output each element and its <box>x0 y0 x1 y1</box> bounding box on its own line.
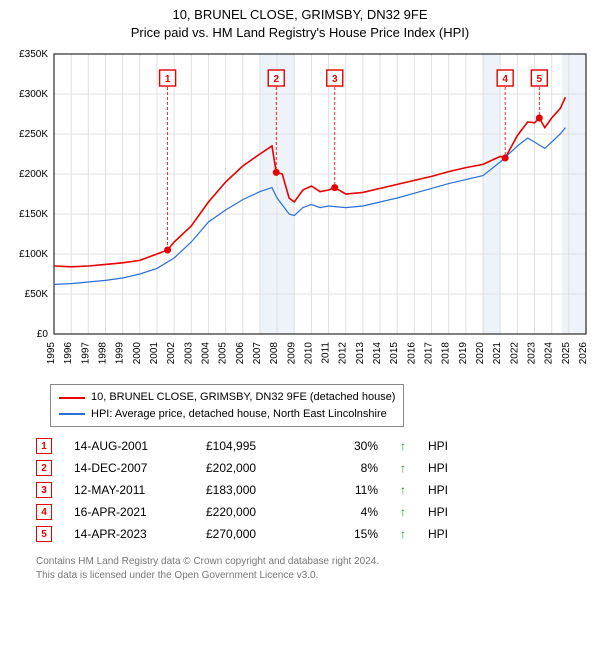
transaction-pct: 15% <box>308 527 378 541</box>
transaction-vs-label: HPI <box>428 483 468 497</box>
svg-text:£350K: £350K <box>19 49 48 60</box>
svg-text:2026: 2026 <box>578 342 589 365</box>
transaction-pct: 8% <box>308 461 378 475</box>
svg-text:2021: 2021 <box>492 342 503 365</box>
transaction-date: 12-MAY-2011 <box>74 483 184 497</box>
transaction-row: 4 16-APR-2021 £220,000 4% ↑ HPI <box>36 501 594 523</box>
svg-text:£200K: £200K <box>19 169 48 180</box>
svg-text:2017: 2017 <box>424 342 435 365</box>
svg-text:2004: 2004 <box>200 342 211 365</box>
svg-text:2012: 2012 <box>338 342 349 365</box>
transaction-pct: 4% <box>308 505 378 519</box>
transaction-date: 16-APR-2021 <box>74 505 184 519</box>
legend-swatch <box>59 397 85 399</box>
svg-text:1998: 1998 <box>97 342 108 365</box>
transaction-price: £202,000 <box>206 461 286 475</box>
transaction-vs-label: HPI <box>428 439 468 453</box>
footer-line-1: Contains HM Land Registry data © Crown c… <box>36 555 594 569</box>
arrow-up-icon: ↑ <box>400 483 406 497</box>
transactions-table: 1 14-AUG-2001 £104,995 30% ↑ HPI 2 14-DEC-2007 £… <box>36 435 594 545</box>
title-address: 10, BRUNEL CLOSE, GRIMSBY, DN32 9FE <box>6 6 594 24</box>
title-subtitle: Price paid vs. HM Land Registry's House … <box>6 24 594 42</box>
svg-text:2008: 2008 <box>269 342 280 365</box>
svg-text:£300K: £300K <box>19 89 48 100</box>
svg-text:2023: 2023 <box>527 342 538 365</box>
svg-text:2019: 2019 <box>458 342 469 365</box>
svg-text:2016: 2016 <box>406 342 417 365</box>
transaction-price: £183,000 <box>206 483 286 497</box>
svg-text:2002: 2002 <box>166 342 177 365</box>
svg-text:2022: 2022 <box>509 342 520 365</box>
svg-text:2001: 2001 <box>149 342 160 365</box>
svg-text:2011: 2011 <box>321 342 332 364</box>
svg-text:2007: 2007 <box>252 342 263 365</box>
arrow-up-icon: ↑ <box>400 527 406 541</box>
svg-text:2005: 2005 <box>218 342 229 365</box>
svg-text:£0: £0 <box>37 329 49 340</box>
svg-text:2003: 2003 <box>183 342 194 365</box>
transaction-price: £104,995 <box>206 439 286 453</box>
svg-text:1: 1 <box>165 74 171 85</box>
legend-item: 10, BRUNEL CLOSE, GRIMSBY, DN32 9FE (det… <box>59 389 395 406</box>
svg-text:5: 5 <box>537 74 543 85</box>
svg-text:2006: 2006 <box>235 342 246 365</box>
transaction-price: £220,000 <box>206 505 286 519</box>
transaction-row: 1 14-AUG-2001 £104,995 30% ↑ HPI <box>36 435 594 457</box>
svg-text:2000: 2000 <box>132 342 143 365</box>
transaction-marker: 4 <box>36 504 52 520</box>
svg-text:£150K: £150K <box>19 209 48 220</box>
svg-text:2010: 2010 <box>303 342 314 365</box>
footer-line-2: This data is licensed under the Open Gov… <box>36 569 594 583</box>
transaction-vs-label: HPI <box>428 505 468 519</box>
svg-text:4: 4 <box>502 74 508 85</box>
svg-text:2025: 2025 <box>561 342 572 365</box>
transaction-pct: 30% <box>308 439 378 453</box>
svg-text:2024: 2024 <box>544 342 555 365</box>
transaction-marker: 3 <box>36 482 52 498</box>
transaction-vs-label: HPI <box>428 527 468 541</box>
transaction-vs-label: HPI <box>428 461 468 475</box>
legend-swatch <box>59 413 85 415</box>
chart-title-block: 10, BRUNEL CLOSE, GRIMSBY, DN32 9FE Pric… <box>6 6 594 42</box>
arrow-up-icon: ↑ <box>400 461 406 475</box>
chart-container: £0 £50K £100K £150K £200K £250K £300K £350K 1995… <box>6 48 594 378</box>
transaction-marker: 5 <box>36 526 52 542</box>
svg-text:2013: 2013 <box>355 342 366 365</box>
price-chart: £0 £50K £100K £150K £200K £250K £300K £350K 1995… <box>6 48 594 378</box>
svg-text:1997: 1997 <box>80 342 91 365</box>
transaction-row: 3 12-MAY-2011 £183,000 11% ↑ HPI <box>36 479 594 501</box>
transaction-row: 2 14-DEC-2007 £202,000 8% ↑ HPI <box>36 457 594 479</box>
svg-text:2018: 2018 <box>441 342 452 365</box>
transaction-row: 5 14-APR-2023 £270,000 15% ↑ HPI <box>36 523 594 545</box>
svg-text:£50K: £50K <box>25 289 49 300</box>
svg-text:2015: 2015 <box>389 342 400 365</box>
svg-text:2020: 2020 <box>475 342 486 365</box>
legend-item: HPI: Average price, detached house, Nort… <box>59 406 395 423</box>
legend: 10, BRUNEL CLOSE, GRIMSBY, DN32 9FE (det… <box>50 384 404 427</box>
transaction-price: £270,000 <box>206 527 286 541</box>
svg-text:£100K: £100K <box>19 249 48 260</box>
svg-text:2: 2 <box>273 74 279 85</box>
svg-text:3: 3 <box>332 74 338 85</box>
svg-text:2009: 2009 <box>286 342 297 365</box>
svg-text:£250K: £250K <box>19 129 48 140</box>
footer-attribution: Contains HM Land Registry data © Crown c… <box>36 555 594 583</box>
transaction-marker: 2 <box>36 460 52 476</box>
svg-text:1995: 1995 <box>46 342 57 365</box>
arrow-up-icon: ↑ <box>400 439 406 453</box>
transaction-marker: 1 <box>36 438 52 454</box>
arrow-up-icon: ↑ <box>400 505 406 519</box>
svg-text:1999: 1999 <box>115 342 126 365</box>
transaction-date: 14-AUG-2001 <box>74 439 184 453</box>
svg-text:2014: 2014 <box>372 342 383 365</box>
legend-label: 10, BRUNEL CLOSE, GRIMSBY, DN32 9FE (det… <box>91 389 395 406</box>
legend-label: HPI: Average price, detached house, Nort… <box>91 406 387 423</box>
transaction-date: 14-DEC-2007 <box>74 461 184 475</box>
transaction-date: 14-APR-2023 <box>74 527 184 541</box>
svg-text:1996: 1996 <box>63 342 74 365</box>
transaction-pct: 11% <box>308 483 378 497</box>
